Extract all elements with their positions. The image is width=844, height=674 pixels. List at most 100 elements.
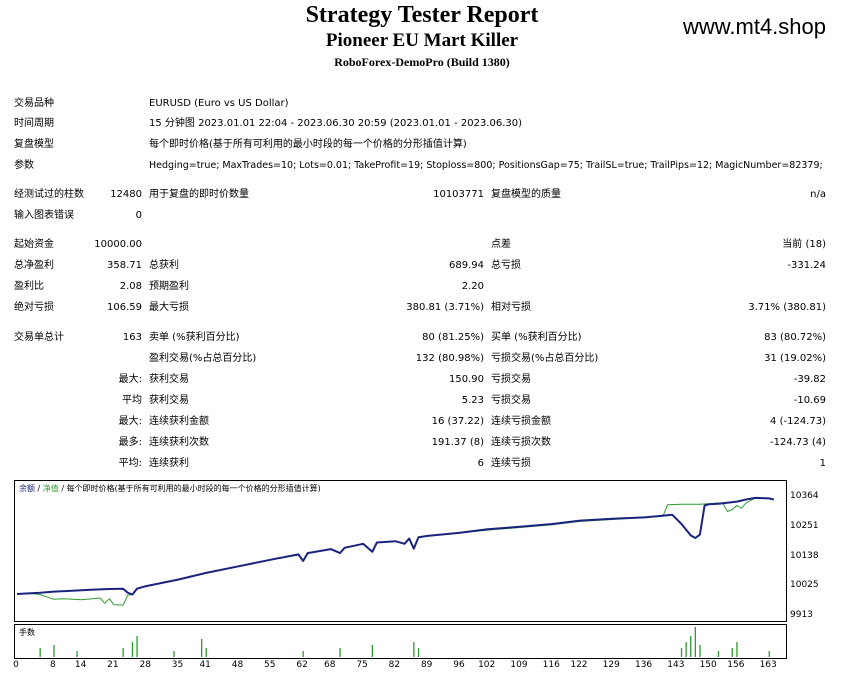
avg-cons-label: 平均:	[118, 458, 142, 469]
volume-bar	[413, 642, 415, 657]
abs-drawdown-value: 106.59	[107, 302, 142, 313]
x-tick-label: 102	[478, 660, 496, 670]
expected-payoff-value: 2.20	[461, 281, 484, 292]
x-tick-label: 21	[107, 660, 119, 670]
balance-chart: 余额 / 净值 / 每个即时价格(基于所有可利用的最小时段的每一个价格的分形插值…	[14, 480, 787, 622]
avg-loss-label: 亏损交易	[491, 395, 531, 406]
x-tick-label: 28	[139, 660, 151, 670]
volume-bar	[731, 648, 733, 657]
spread-value: 当前 (18)	[782, 239, 826, 250]
volume-chart: 手数	[14, 624, 787, 659]
largest-loss-value: -39.82	[793, 374, 826, 385]
x-tick-label: 116	[542, 660, 560, 670]
volume-bar	[122, 648, 124, 657]
cons-wins-label: 连续获利金额	[149, 416, 209, 427]
avg-profit-label: 获利交易	[149, 395, 189, 406]
broker-build: RoboForex-DemoPro (Build 1380)	[334, 55, 510, 69]
max-drawdown-value: 380.81 (3.71%)	[406, 302, 484, 313]
x-tick-label: 109	[510, 660, 528, 670]
loss-trades-label: 亏损交易(%占总百分比)	[491, 353, 599, 364]
x-tick-label: 14	[74, 660, 87, 670]
volume-bar	[685, 642, 687, 657]
volume-bar	[302, 651, 304, 657]
x-tick-label: 55	[264, 660, 276, 670]
x-tick-label: 163	[759, 660, 777, 670]
cons-wins-value: 16 (37.22)	[431, 416, 484, 427]
report-title: Strategy Tester Report	[305, 2, 539, 28]
volume-label: 手数	[19, 628, 35, 637]
y-tick-label: 10251	[790, 520, 819, 531]
cons-losses-value: 4 (-124.73)	[770, 416, 826, 427]
quality-label: 复盘模型的质量	[491, 189, 561, 200]
volume-bar	[768, 651, 770, 657]
x-tick-label: 122	[570, 660, 588, 670]
max-drawdown-label: 最大亏损	[149, 302, 189, 313]
volume-bar	[339, 648, 341, 657]
ticks-label: 用于复盘的即时价数量	[149, 189, 249, 200]
volume-bar	[690, 636, 692, 657]
short-label: 卖单 (%获利百分比)	[149, 332, 240, 343]
period-value: 15 分钟图 2023.01.01 22:04 - 2023.06.30 20:…	[149, 118, 523, 129]
legend-model: 每个即时价格(基于所有可利用的最小时段的每一个价格的分形插值计算)	[66, 484, 321, 493]
avg-cons-losses-value: 1	[819, 458, 826, 469]
avg-profit-value: 5.23	[461, 395, 484, 406]
largest-profit-value: 150.90	[449, 374, 484, 385]
cons-profit-label: 连续获利次数	[149, 437, 209, 448]
cons-losses-label: 连续亏损金额	[491, 416, 551, 427]
volume-bar	[136, 636, 138, 657]
params-label: 参数	[14, 160, 34, 171]
x-tick-label: 41	[199, 660, 211, 670]
x-tick-label: 8	[50, 660, 56, 670]
gross-profit-value: 689.94	[449, 260, 484, 271]
most-label: 最多:	[118, 437, 142, 448]
chart-legend: 余额 / 净值 / 每个即时价格(基于所有可利用的最小时段的每一个价格的分形插值…	[19, 484, 321, 493]
net-profit-value: 358.71	[107, 260, 142, 271]
cons-loss-value: -124.73 (4)	[770, 437, 826, 448]
short-value: 80 (81.25%)	[422, 332, 484, 343]
volume-bar	[717, 651, 720, 657]
profit-factor-value: 2.08	[119, 281, 142, 292]
abs-drawdown-label: 绝对亏损	[14, 302, 54, 313]
net-profit-label: 总净盈利	[14, 260, 54, 271]
avg-loss-value: -10.69	[793, 395, 826, 406]
volume-bar	[131, 642, 134, 657]
avg-cons-losses-label: 连续亏损	[491, 458, 531, 469]
symbol-label: 交易品种	[14, 98, 54, 109]
volume-bar	[173, 651, 175, 657]
avg-cons-wins-value: 6	[477, 458, 484, 469]
total-trades-label: 交易单总计	[14, 332, 64, 343]
deposit-value: 10000.00	[94, 239, 142, 250]
quality-value: n/a	[810, 189, 826, 200]
expert-name: Pioneer EU Mart Killer	[325, 30, 519, 51]
x-tick-label: 82	[388, 660, 401, 670]
x-tick-label: 96	[453, 660, 465, 670]
volume-bar	[680, 648, 683, 657]
x-tick-label: 150	[699, 660, 717, 670]
x-tick-label: 75	[356, 660, 368, 670]
largest-loss-label: 亏损交易	[491, 374, 531, 385]
largest-label: 最大:	[118, 374, 142, 385]
equity-line	[16, 497, 774, 606]
model-value: 每个即时价格(基于所有可利用的最小时段的每一个价格的分形插值计算)	[149, 139, 467, 150]
volume-bar	[694, 627, 696, 657]
volume-bar	[39, 648, 41, 657]
profit-factor-label: 盈利比	[14, 281, 44, 292]
gross-profit-label: 总获利	[149, 260, 179, 271]
y-tick-label: 10025	[790, 580, 819, 591]
equity-plot	[16, 496, 775, 606]
x-tick-label: 48	[231, 660, 244, 670]
errors-value: 0	[135, 210, 142, 221]
spread-label: 点差	[491, 239, 511, 250]
largest-profit-label: 获利交易	[149, 374, 189, 385]
cons-loss-label: 连续亏损次数	[491, 437, 551, 448]
volume-bar	[699, 645, 701, 657]
long-value: 83 (80.72%)	[764, 332, 826, 343]
profit-trades-label: 盈利交易(%占总百分比)	[149, 353, 257, 364]
volume-bar	[417, 648, 420, 657]
volume-bar	[736, 642, 738, 657]
site-watermark: www.mt4.shop	[682, 14, 826, 39]
x-tick-label: 156	[727, 660, 745, 670]
errors-label: 输入图表错误	[14, 210, 74, 221]
legend-equity: 净值	[42, 484, 59, 493]
ticks-value: 10103771	[433, 189, 484, 200]
